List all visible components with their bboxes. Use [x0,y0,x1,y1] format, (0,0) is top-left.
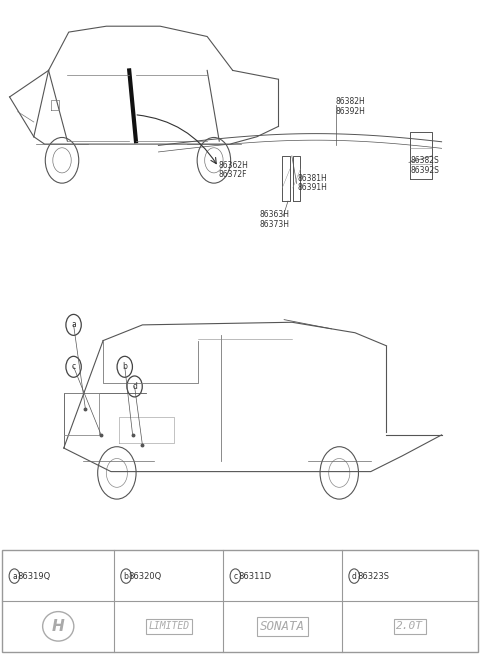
Text: 86392H: 86392H [336,107,366,116]
Text: 86363H: 86363H [259,210,289,219]
Bar [2,550,478,652]
Text: d: d [352,572,357,580]
Text: 86320Q: 86320Q [129,572,162,580]
Text: d: d [132,382,137,391]
Text: c: c [72,362,76,371]
Text: b: b [124,572,129,580]
Text: 86319Q: 86319Q [17,572,50,580]
Text: 86382H: 86382H [336,97,366,106]
Text: 86391H: 86391H [298,183,327,193]
Text: H: H [52,619,65,634]
Text: SONATA: SONATA [260,620,305,633]
Text: a: a [71,320,76,329]
Text: 86373H: 86373H [259,220,289,229]
Text: 86311D: 86311D [238,572,271,580]
Text: c: c [233,572,238,580]
Text: 86323S: 86323S [358,572,389,580]
Text: 2.0T: 2.0T [396,622,423,631]
Text: LIMITED: LIMITED [148,622,189,631]
Text: 86372F: 86372F [218,170,247,179]
Text: b: b [122,362,127,371]
Text: 86362H: 86362H [218,160,248,170]
Text: a: a [12,572,17,580]
Text: 86382S: 86382S [410,156,439,165]
Text: 86392S: 86392S [410,166,439,175]
Text: 86381H: 86381H [298,174,327,183]
